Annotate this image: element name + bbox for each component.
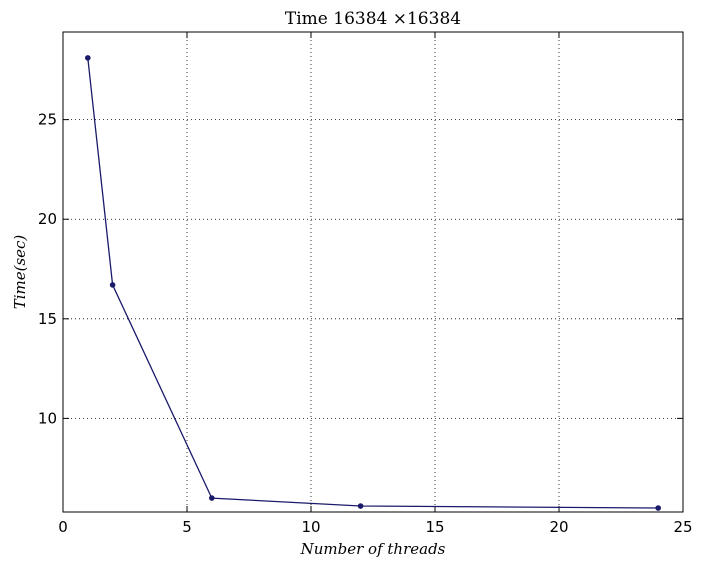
x-tick-label: 0 (58, 518, 68, 536)
x-tick-label: 10 (301, 518, 320, 536)
y-tick-label: 25 (38, 111, 57, 129)
y-tick-label: 15 (38, 310, 57, 328)
y-tick-label: 20 (38, 210, 57, 228)
grid (63, 32, 683, 512)
axis-ticks: 0 5 10 15 20 25 10 15 20 25 (38, 32, 693, 536)
x-tick-label: 15 (425, 518, 444, 536)
y-axis-label: Time(sec) (11, 235, 29, 310)
data-point (109, 282, 116, 288)
data-point (357, 503, 364, 509)
data-point (85, 55, 91, 61)
x-axis-label: Number of threads (300, 540, 446, 558)
series (85, 55, 662, 511)
y-tick-label: 10 (38, 409, 57, 427)
x-tick-label: 25 (673, 518, 692, 536)
chart-title: Time 16384 ×16384 (285, 9, 461, 29)
plot-frame (62, 31, 684, 513)
data-point (655, 505, 662, 511)
series-line (87, 57, 659, 509)
x-tick-label: 5 (182, 518, 192, 536)
x-tick-label: 20 (549, 518, 568, 536)
data-point (209, 495, 215, 501)
